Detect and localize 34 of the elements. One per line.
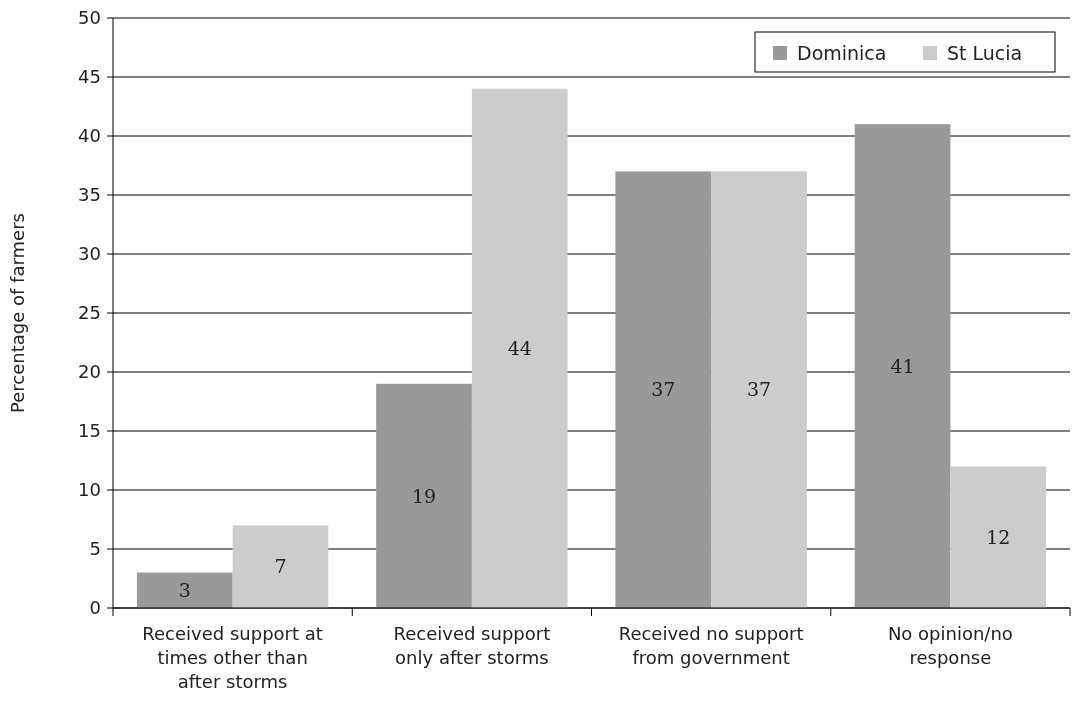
x-tick-label: Received support only after storms bbox=[393, 623, 551, 668]
y-axis-title: Percentage of farmers bbox=[7, 213, 28, 413]
y-tick-label: 20 bbox=[78, 361, 101, 383]
data-label: 12 bbox=[986, 525, 1011, 548]
data-label: 37 bbox=[746, 378, 772, 401]
bar bbox=[950, 466, 1047, 608]
legend-label: St Lucia bbox=[947, 41, 1023, 64]
bar bbox=[232, 525, 329, 608]
y-tick-label: 45 bbox=[78, 66, 101, 88]
data-label: 3 bbox=[178, 578, 191, 601]
bar bbox=[136, 572, 233, 608]
y-tick-label: 35 bbox=[78, 184, 101, 206]
bar bbox=[854, 124, 951, 608]
bar bbox=[471, 88, 568, 608]
legend-label: Dominica bbox=[797, 41, 887, 64]
bar bbox=[376, 383, 472, 608]
data-label: 19 bbox=[411, 484, 437, 507]
x-tick-label: Received no support from government bbox=[618, 623, 804, 668]
bar bbox=[711, 171, 807, 608]
y-tick-label: 0 bbox=[89, 597, 101, 619]
y-tick-label: 25 bbox=[78, 302, 101, 324]
data-label: 7 bbox=[274, 555, 287, 578]
y-tick-label: 40 bbox=[78, 125, 101, 147]
y-tick-label: 10 bbox=[78, 479, 101, 501]
y-tick-label: 15 bbox=[78, 420, 101, 442]
y-tick-label: 30 bbox=[78, 243, 101, 265]
x-tick-label: No opinion/no response bbox=[887, 623, 1013, 668]
bar bbox=[615, 171, 712, 608]
y-tick-label: 5 bbox=[89, 538, 101, 560]
data-label: 44 bbox=[507, 337, 532, 360]
data-label: 37 bbox=[651, 378, 676, 401]
x-tick-label: Received support at times other than after storms bbox=[142, 623, 323, 692]
data-label: 41 bbox=[890, 354, 915, 377]
y-tick-label: 50 bbox=[78, 7, 101, 29]
